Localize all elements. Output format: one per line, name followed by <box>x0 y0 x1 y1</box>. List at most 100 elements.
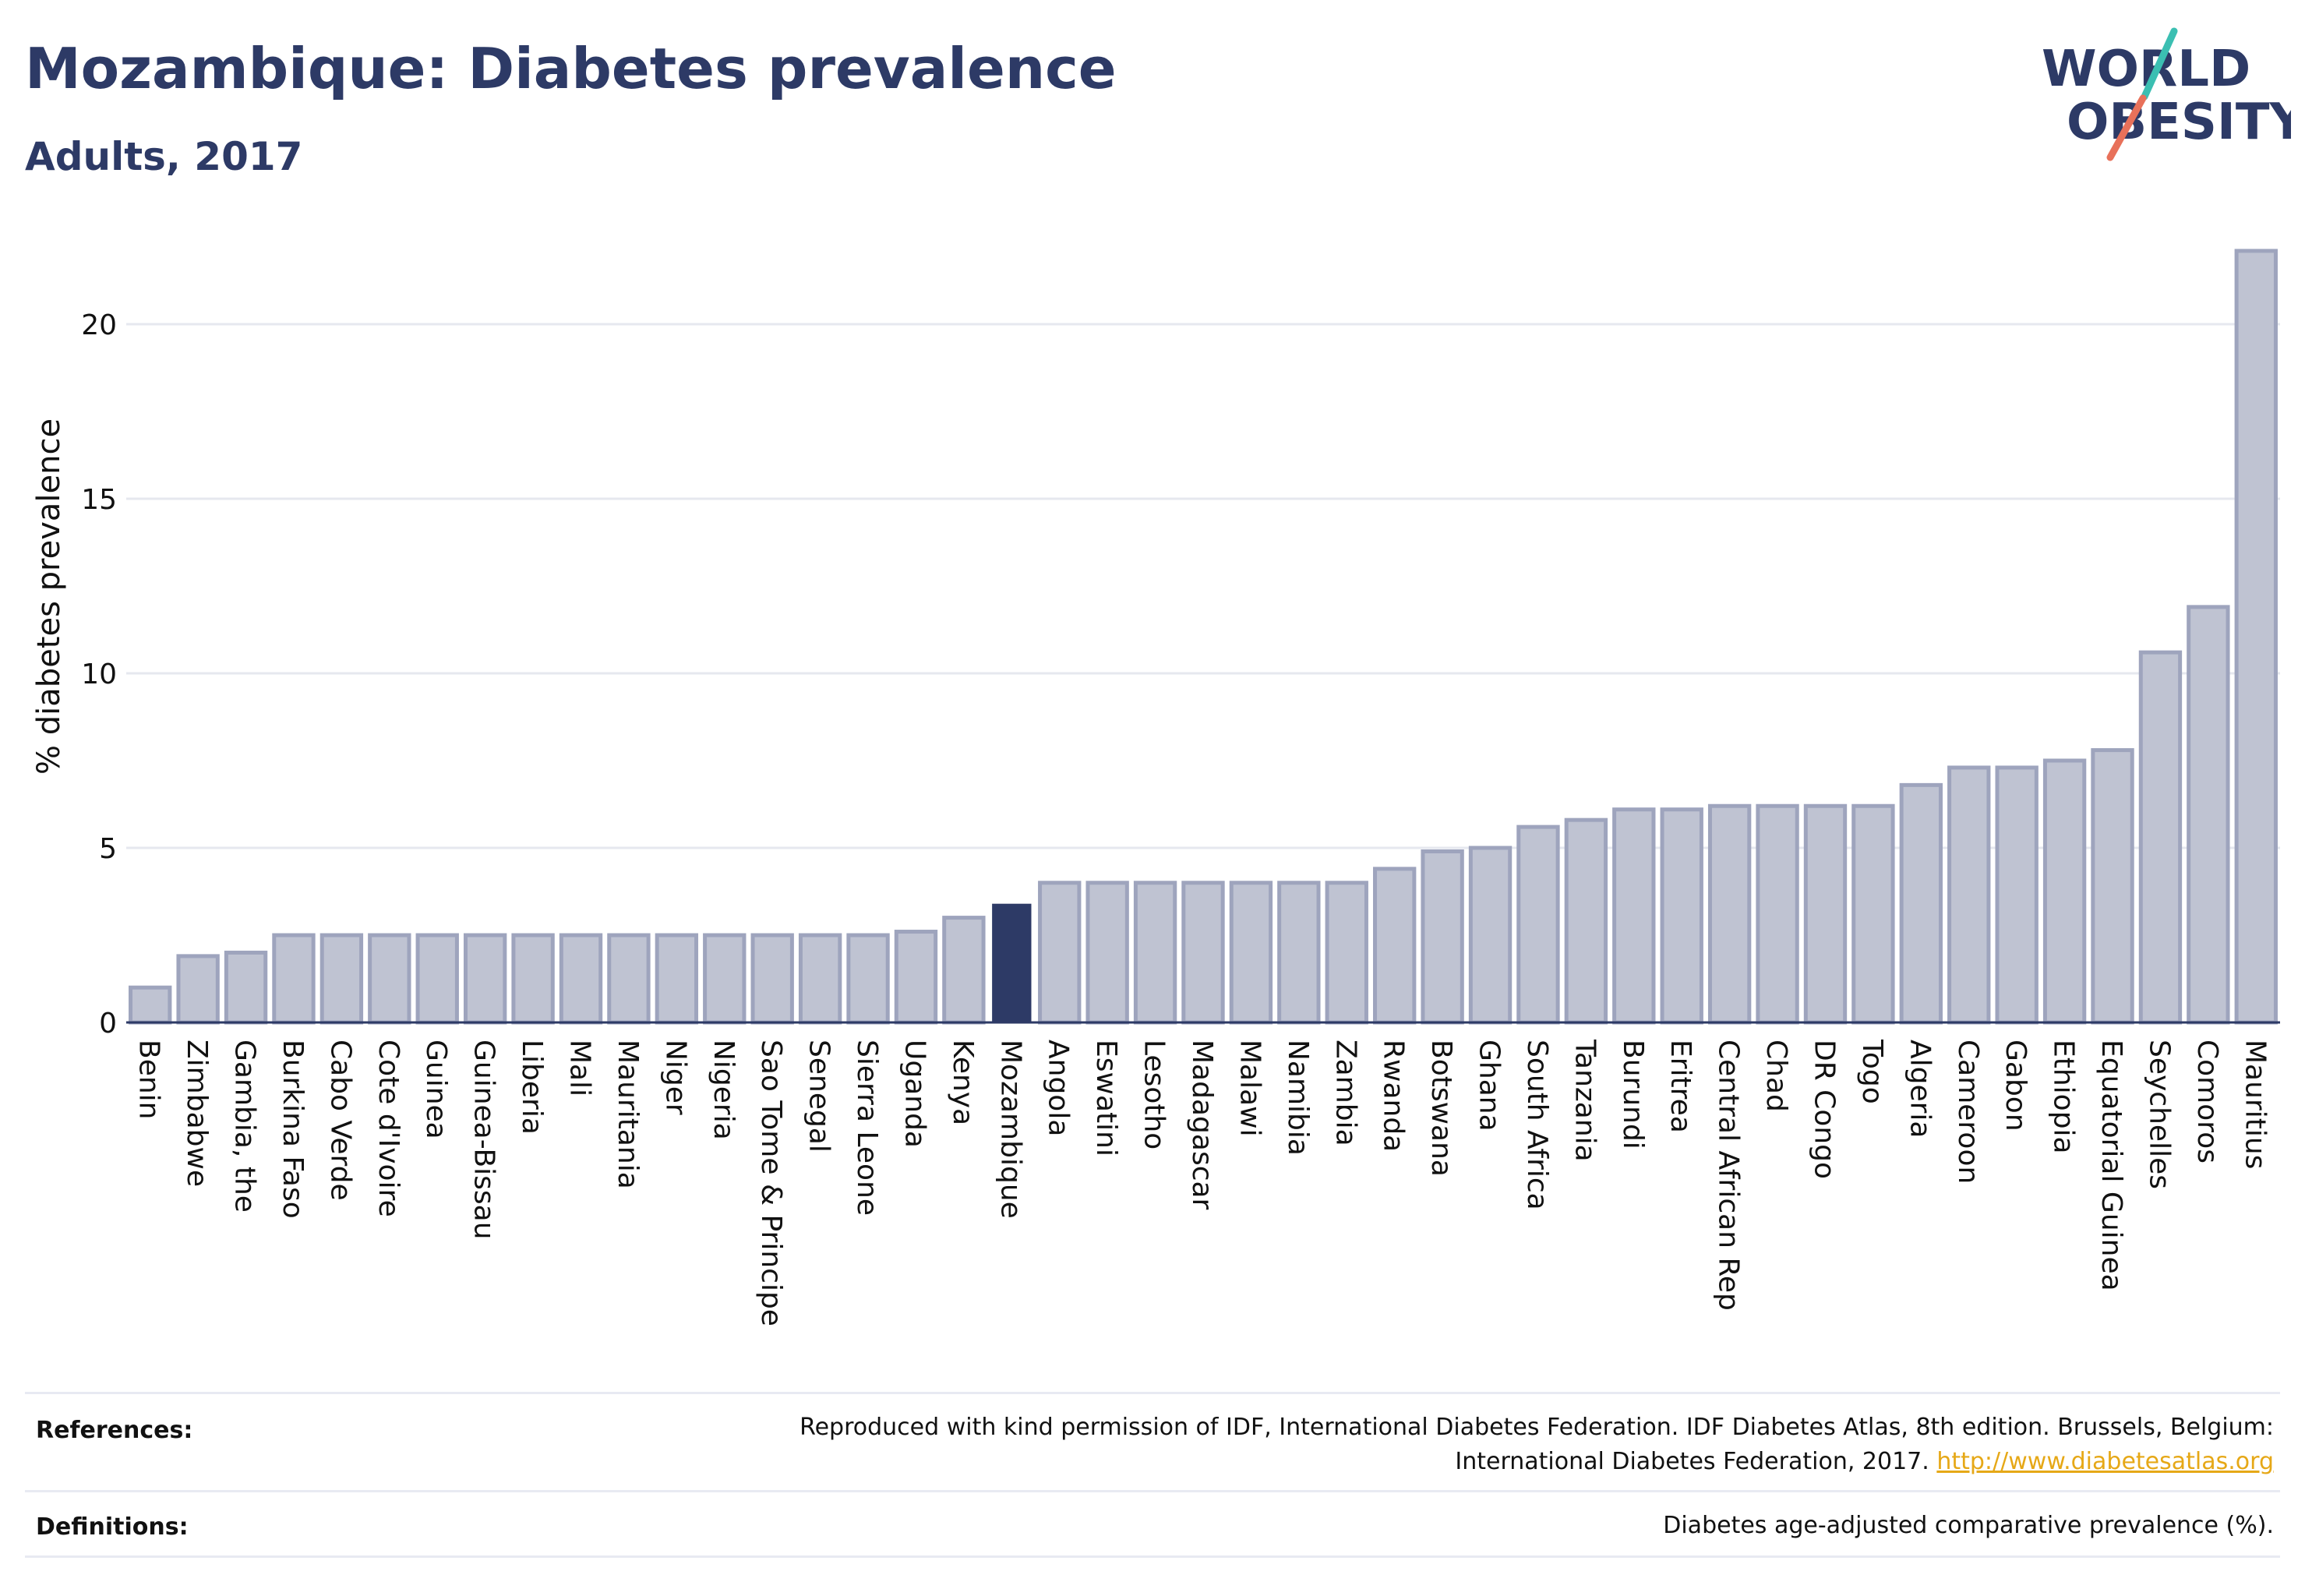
bar <box>2187 605 2230 1025</box>
bar <box>511 933 555 1025</box>
x-tick-label: Tanzania <box>1569 1039 1601 1162</box>
y-tick-label: 15 <box>81 484 117 516</box>
y-tick-label: 5 <box>99 833 117 865</box>
references-label: References: <box>36 1417 193 1444</box>
bar <box>750 933 794 1025</box>
bar <box>607 933 651 1025</box>
x-tick-label: South Africa <box>1521 1040 1553 1210</box>
y-tick-label: 0 <box>99 1008 117 1040</box>
definitions-label: Definitions: <box>36 1513 189 1541</box>
bar <box>1899 782 1943 1025</box>
bar <box>1707 803 1752 1025</box>
bar <box>1516 824 1560 1025</box>
x-tick-label: Comoros <box>2191 1040 2223 1163</box>
x-tick-label: Uganda <box>898 1040 930 1148</box>
bar <box>942 916 986 1025</box>
x-tick-label: Mozambique <box>994 1040 1026 1219</box>
bar <box>798 933 842 1025</box>
y-tick-label: 20 <box>81 309 117 341</box>
x-tick-label: Zimbabwe <box>181 1040 213 1187</box>
x-tick-label: Gabon <box>2000 1040 2031 1132</box>
chart-title: Mozambique: Diabetes prevalence <box>25 36 1117 101</box>
bar <box>129 985 172 1025</box>
logo-slash-bottom <box>2106 94 2147 161</box>
x-tick-label: Botswana <box>1425 1040 1457 1177</box>
y-axis-title: % diabetes prevalence <box>31 418 67 775</box>
bar <box>224 950 268 1025</box>
bar <box>1851 803 1895 1025</box>
bar <box>2091 748 2134 1025</box>
bar-highlight <box>992 903 1032 1022</box>
bar <box>2234 249 2278 1025</box>
bar <box>559 933 603 1025</box>
bar <box>1133 881 1177 1025</box>
x-tick-label: Cabo Verde <box>324 1040 356 1201</box>
x-tick-label: Mali <box>564 1040 596 1096</box>
bar <box>1277 881 1321 1025</box>
bar <box>415 933 459 1025</box>
bar <box>1421 849 1464 1025</box>
x-tick-label: Rwanda <box>1378 1040 1410 1152</box>
x-tick-label: Equatorial Guinea <box>2095 1040 2127 1291</box>
bar <box>1085 881 1129 1025</box>
references-line-2-text: International Diabetes Federation, 2017. <box>1455 1448 1929 1475</box>
logo-word-obesity: OBESITY <box>2067 94 2291 151</box>
x-tick-label: Burkina Faso <box>277 1040 309 1219</box>
x-tick-label: Burundi <box>1617 1040 1649 1149</box>
x-tick-label: Eswatini <box>1090 1040 1122 1156</box>
logo-slash-top <box>2141 27 2178 101</box>
bar <box>846 933 890 1025</box>
bar <box>319 933 364 1025</box>
x-tick-label: Nigeria <box>708 1040 740 1140</box>
references-line-2: International Diabetes Federation, 2017.… <box>800 1445 2274 1479</box>
x-tick-label: Benin <box>133 1040 165 1119</box>
x-tick-label: Eritrea <box>1664 1040 1696 1133</box>
x-tick-label: Niger <box>659 1040 691 1115</box>
x-tick-label: Togo <box>1856 1039 1888 1104</box>
x-tick-label: Namibia <box>1282 1040 1314 1156</box>
x-tick-label: Zambia <box>1329 1040 1361 1146</box>
x-tick-label: Chad <box>1760 1040 1792 1112</box>
footer-divider-bottom <box>25 1555 2280 1558</box>
bar <box>368 933 411 1025</box>
x-tick-label: Malawi <box>1234 1040 1265 1137</box>
x-tick-label: Cameroon <box>1952 1040 1984 1184</box>
bar <box>1325 881 1368 1025</box>
x-tick-label: Mauritius <box>2239 1040 2271 1169</box>
x-tick-label: Guinea-Bissau <box>468 1040 500 1240</box>
bar <box>1373 867 1417 1025</box>
x-tick-label: Ethiopia <box>2048 1040 2080 1154</box>
bar <box>655 933 699 1025</box>
references-link[interactable]: http://www.diabetesatlas.org <box>1936 1448 2274 1475</box>
x-tick-label: Mauritania <box>612 1040 644 1189</box>
x-tick-label: Seychelles <box>2143 1040 2175 1189</box>
x-tick-label: Madagascar <box>1186 1040 1218 1210</box>
footer-divider-middle <box>25 1490 2280 1492</box>
y-tick-label: 10 <box>81 659 117 690</box>
x-tick-label: Central African Rep <box>1713 1040 1745 1311</box>
x-tick-label: Sao Tome & Principe <box>755 1040 787 1326</box>
x-tick-label: Ghana <box>1474 1040 1505 1132</box>
definitions-text: Diabetes age-adjusted comparative preval… <box>1663 1512 2274 1539</box>
bar <box>894 930 938 1025</box>
bar <box>1564 817 1608 1025</box>
x-tick-label: Guinea <box>420 1040 452 1139</box>
references-line-1: Reproduced with kind permission of IDF, … <box>800 1414 2274 1441</box>
bar <box>1756 803 1799 1025</box>
bar <box>703 933 747 1025</box>
world-obesity-logo: WORLD OBESITY <box>2042 27 2291 161</box>
bar <box>1995 765 2038 1025</box>
bar-chart: 0 5 10 15 20 % diabetes prevalence Benin Zimbab… <box>31 249 2280 1326</box>
bar <box>2138 650 2183 1025</box>
x-tick-label: Angola <box>1043 1040 1075 1136</box>
x-tick-label: Kenya <box>947 1040 979 1125</box>
bar <box>1181 881 1225 1025</box>
footer-divider-top <box>25 1392 2280 1394</box>
bar <box>1660 807 1703 1025</box>
x-tick-label: Lesotho <box>1138 1040 1170 1149</box>
bar <box>463 933 507 1025</box>
references-text: Reproduced with kind permission of IDF, … <box>800 1411 2274 1479</box>
x-tick-label: Senegal <box>803 1040 835 1153</box>
x-tick-label: Algeria <box>1904 1040 1936 1139</box>
bar <box>1038 881 1082 1025</box>
